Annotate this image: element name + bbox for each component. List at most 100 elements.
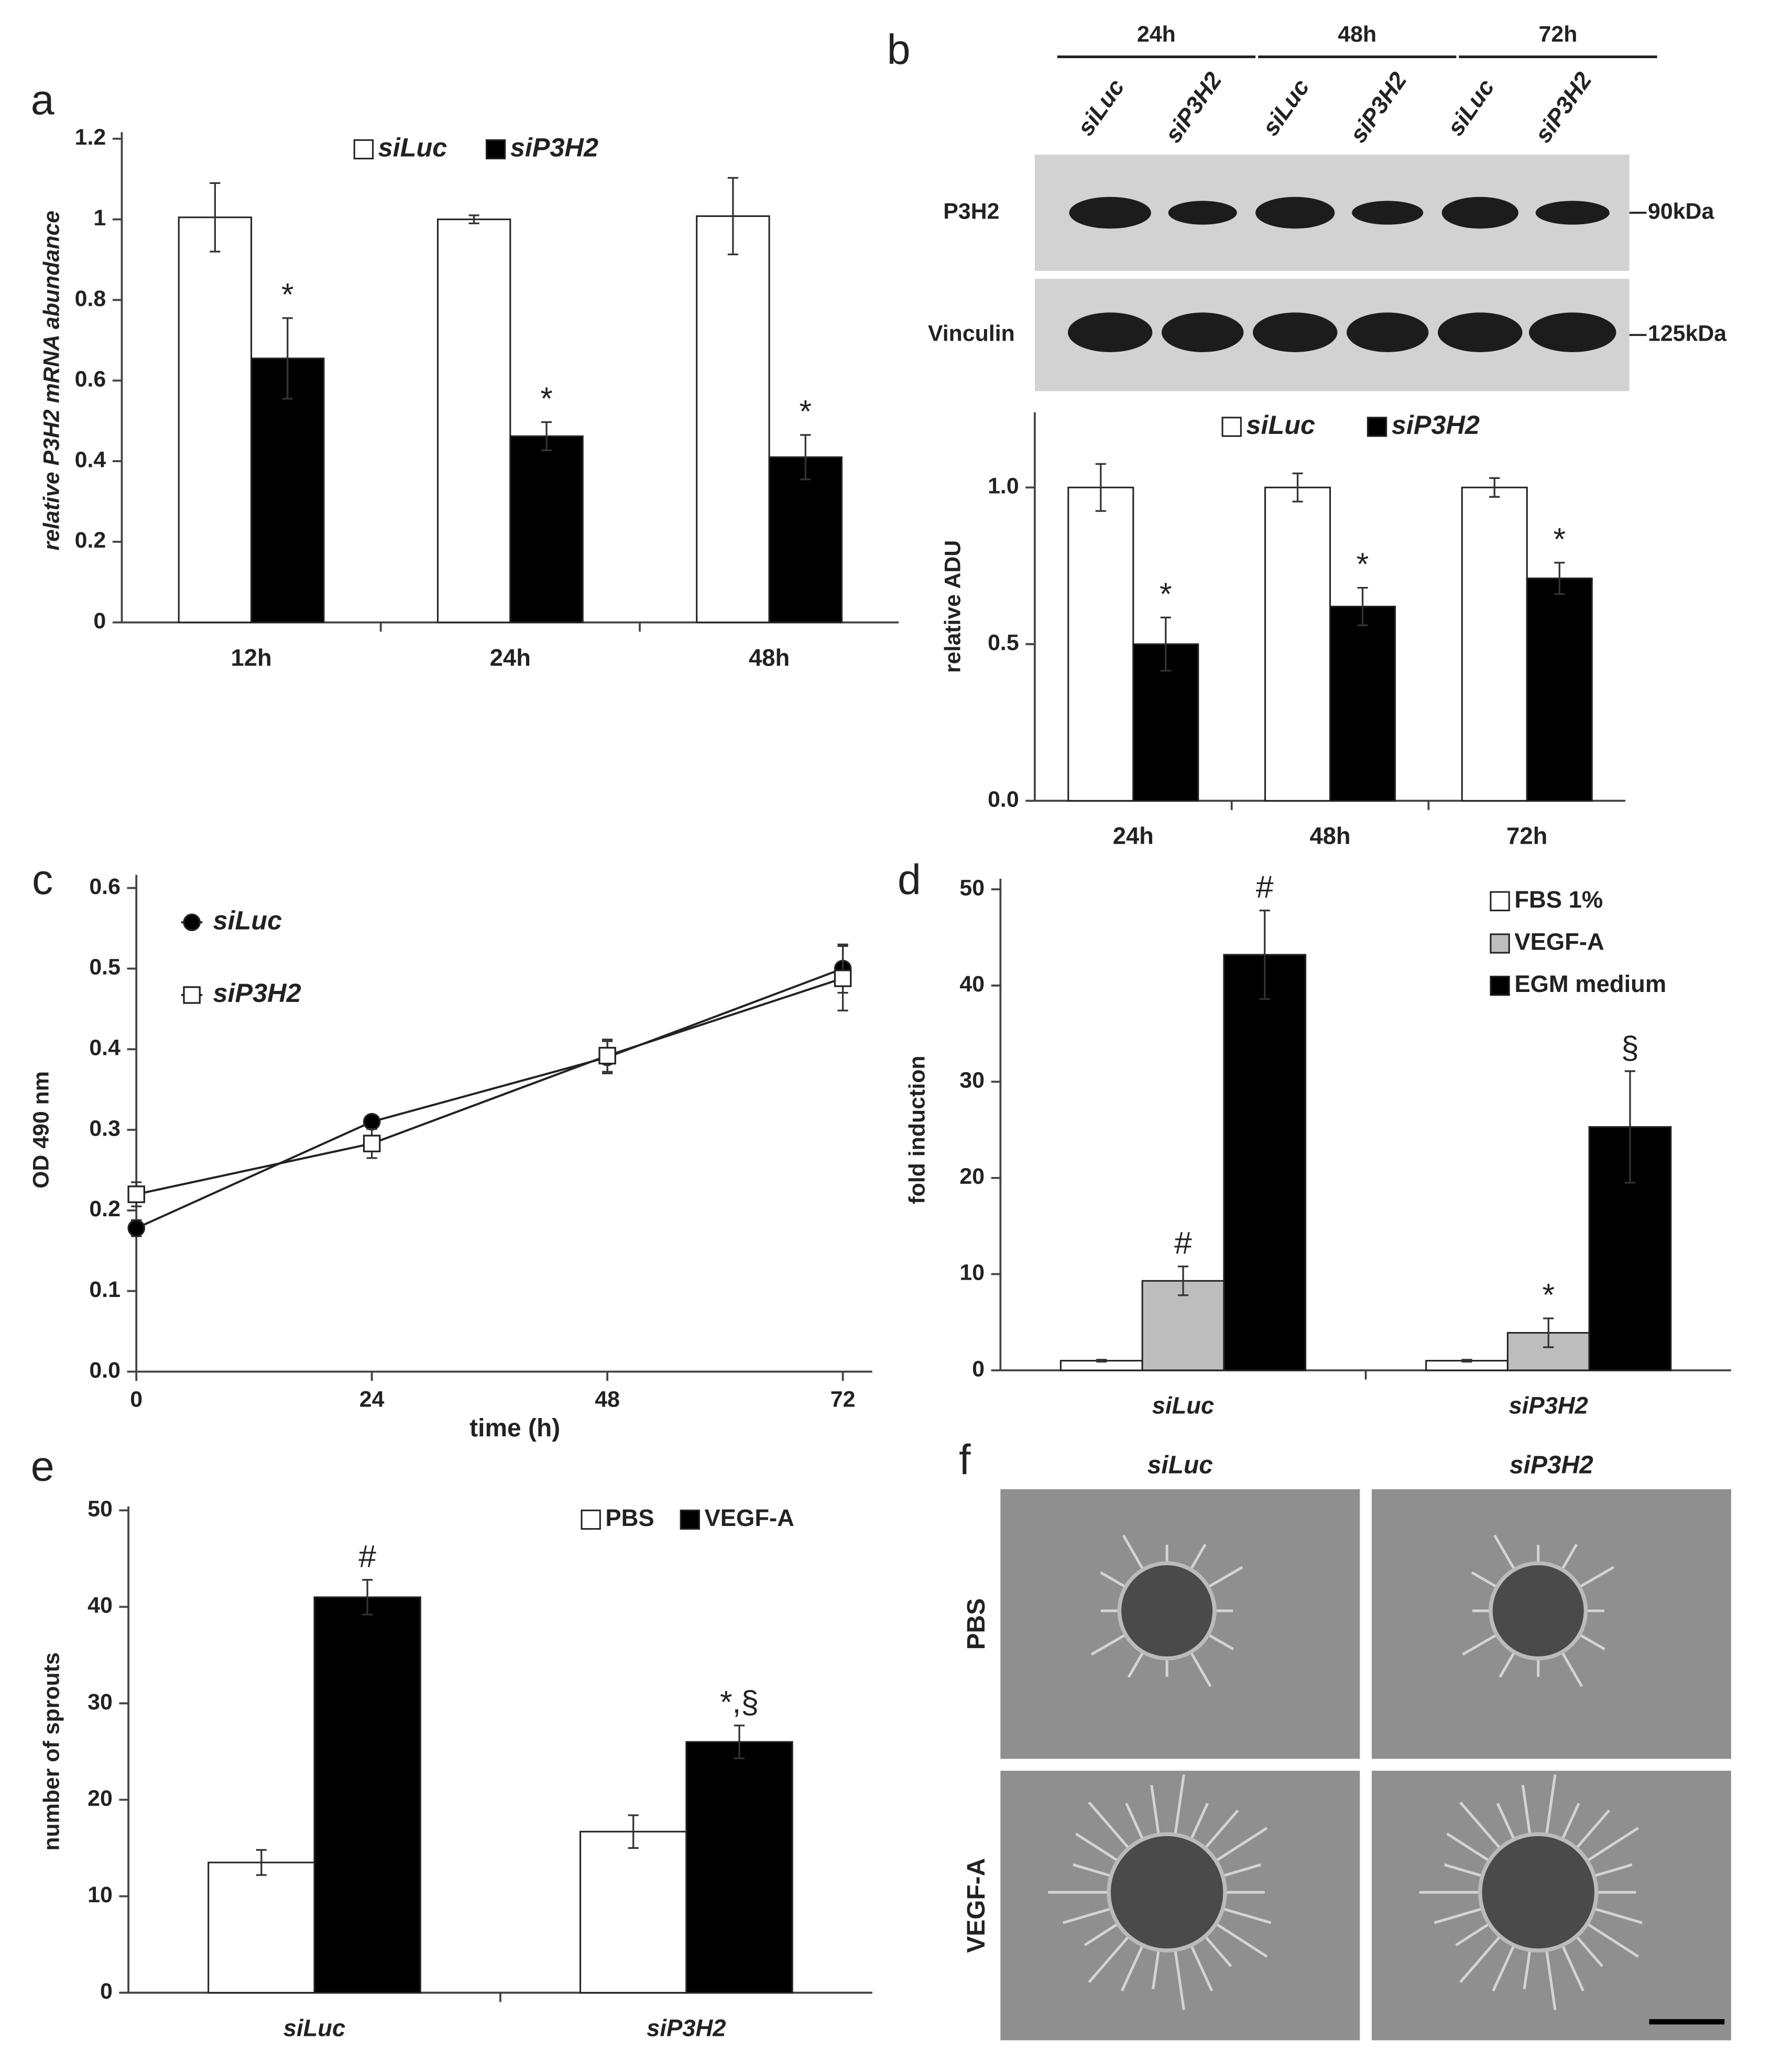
protein-band xyxy=(1253,312,1338,353)
bar xyxy=(1526,577,1593,802)
bar xyxy=(1264,486,1331,802)
y-tick-label: 50 xyxy=(88,1497,113,1522)
legend-swatch xyxy=(485,139,506,160)
row-label: VEGF-A xyxy=(963,1858,990,1953)
legend-swatch xyxy=(1490,933,1510,954)
y-tick-label: 1 xyxy=(93,205,106,231)
point xyxy=(183,913,201,931)
significance-mark: * xyxy=(1553,521,1566,557)
y-tick-label: 40 xyxy=(88,1593,113,1618)
panel-label: e xyxy=(31,1443,54,1490)
row-label: PBS xyxy=(963,1598,990,1650)
y-tick-label: 0.5 xyxy=(89,955,121,980)
significance-mark: § xyxy=(1621,1030,1639,1065)
point xyxy=(363,1135,381,1152)
y-tick-label: 0.4 xyxy=(89,1035,121,1061)
y-axis-label: relative P3H2 mRNA abundance xyxy=(39,211,64,551)
bar xyxy=(250,357,325,624)
protein-band xyxy=(1352,201,1424,225)
spheroid xyxy=(1117,1561,1217,1661)
bar xyxy=(696,215,770,624)
x-tick-label: 48h xyxy=(749,644,790,671)
time-label: 48h xyxy=(1338,21,1376,47)
lane-label: siLuc xyxy=(1257,74,1315,140)
x-axis-label: time (h) xyxy=(469,1414,560,1442)
panel-label: f xyxy=(959,1436,971,1484)
bar xyxy=(509,435,584,624)
protein-band xyxy=(1535,201,1610,225)
x-tick-label: 24h xyxy=(1113,823,1154,849)
time-label: 72h xyxy=(1539,21,1578,47)
protein-band xyxy=(1067,312,1153,353)
bar xyxy=(313,1596,421,1994)
legend-label: PBS xyxy=(605,1504,654,1531)
significance-mark: * xyxy=(1357,546,1369,582)
y-tick-label: 0.3 xyxy=(89,1116,121,1141)
size-label: 90kDa xyxy=(1648,199,1714,224)
lane-label: siLuc xyxy=(1072,74,1130,140)
lane-label: siLuc xyxy=(1442,74,1500,140)
bar xyxy=(1067,486,1134,802)
x-tick-label: 48 xyxy=(595,1387,620,1412)
x-tick-label: 72h xyxy=(1506,823,1547,849)
legend-label: siP3H2 xyxy=(510,132,598,162)
x-tick-label: 72 xyxy=(830,1387,856,1412)
protein-band xyxy=(1529,312,1616,353)
legend-swatch xyxy=(1366,417,1387,437)
point xyxy=(598,1046,616,1065)
legend-label: siP3H2 xyxy=(213,978,301,1008)
bar xyxy=(436,219,511,624)
y-tick-label: 0.0 xyxy=(988,787,1019,812)
legend-label: siLuc xyxy=(1246,410,1315,440)
y-tick-label: 0.6 xyxy=(75,367,106,392)
y-tick-label: 0.1 xyxy=(89,1277,121,1302)
bar xyxy=(1461,486,1528,802)
legend-label: FBS 1% xyxy=(1514,886,1603,913)
y-tick-label: 1.2 xyxy=(75,125,106,150)
spheroid xyxy=(1489,1561,1588,1661)
bar xyxy=(685,1741,793,1994)
size-label: 125kDa xyxy=(1648,321,1727,346)
legend-swatch xyxy=(1221,417,1242,437)
x-tick-label: 12h xyxy=(231,644,271,671)
significance-mark: * xyxy=(281,277,294,312)
x-tick-label: siLuc xyxy=(1152,1392,1215,1419)
lane-label: siP3H2 xyxy=(1529,67,1597,147)
y-axis-label: number of sprouts xyxy=(39,1652,64,1851)
significance-mark: * xyxy=(1542,1277,1555,1312)
y-tick-label: 0 xyxy=(100,1979,113,2004)
panel-label: c xyxy=(32,856,53,903)
y-tick-label: 10 xyxy=(88,1882,113,1907)
y-tick-label: 1.0 xyxy=(988,474,1019,499)
protein-band xyxy=(1162,312,1244,353)
legend-label: siLuc xyxy=(213,905,282,935)
lane-label: siP3H2 xyxy=(1160,67,1227,147)
significance-mark: # xyxy=(1256,869,1274,904)
y-tick-label: 30 xyxy=(88,1689,113,1715)
legend-label: EGM medium xyxy=(1514,970,1666,997)
y-tick-label: 50 xyxy=(959,875,985,900)
significance-mark: * xyxy=(1160,576,1172,612)
lane-label: siP3H2 xyxy=(1344,67,1412,147)
x-tick-label: siP3H2 xyxy=(647,2014,726,2041)
point xyxy=(363,1113,381,1131)
x-tick-label: siP3H2 xyxy=(1509,1392,1588,1419)
point xyxy=(127,1185,145,1203)
protein-band xyxy=(1347,312,1429,353)
y-tick-label: 30 xyxy=(959,1068,985,1093)
x-tick-label: 0 xyxy=(130,1387,143,1412)
legend-label: VEGF-A xyxy=(705,1504,794,1531)
y-tick-label: 10 xyxy=(959,1260,985,1285)
legend-swatch xyxy=(581,1509,601,1530)
panel-label: b xyxy=(887,26,911,73)
x-tick-label: siLuc xyxy=(283,2014,346,2041)
y-tick-label: 0.2 xyxy=(75,528,106,553)
point xyxy=(127,1219,145,1237)
legend-swatch xyxy=(1490,891,1510,911)
bar xyxy=(1223,954,1307,1371)
series-line xyxy=(136,967,844,1229)
y-tick-label: 0 xyxy=(93,608,106,634)
bar xyxy=(207,1861,315,1994)
legend-swatch xyxy=(1490,976,1510,996)
